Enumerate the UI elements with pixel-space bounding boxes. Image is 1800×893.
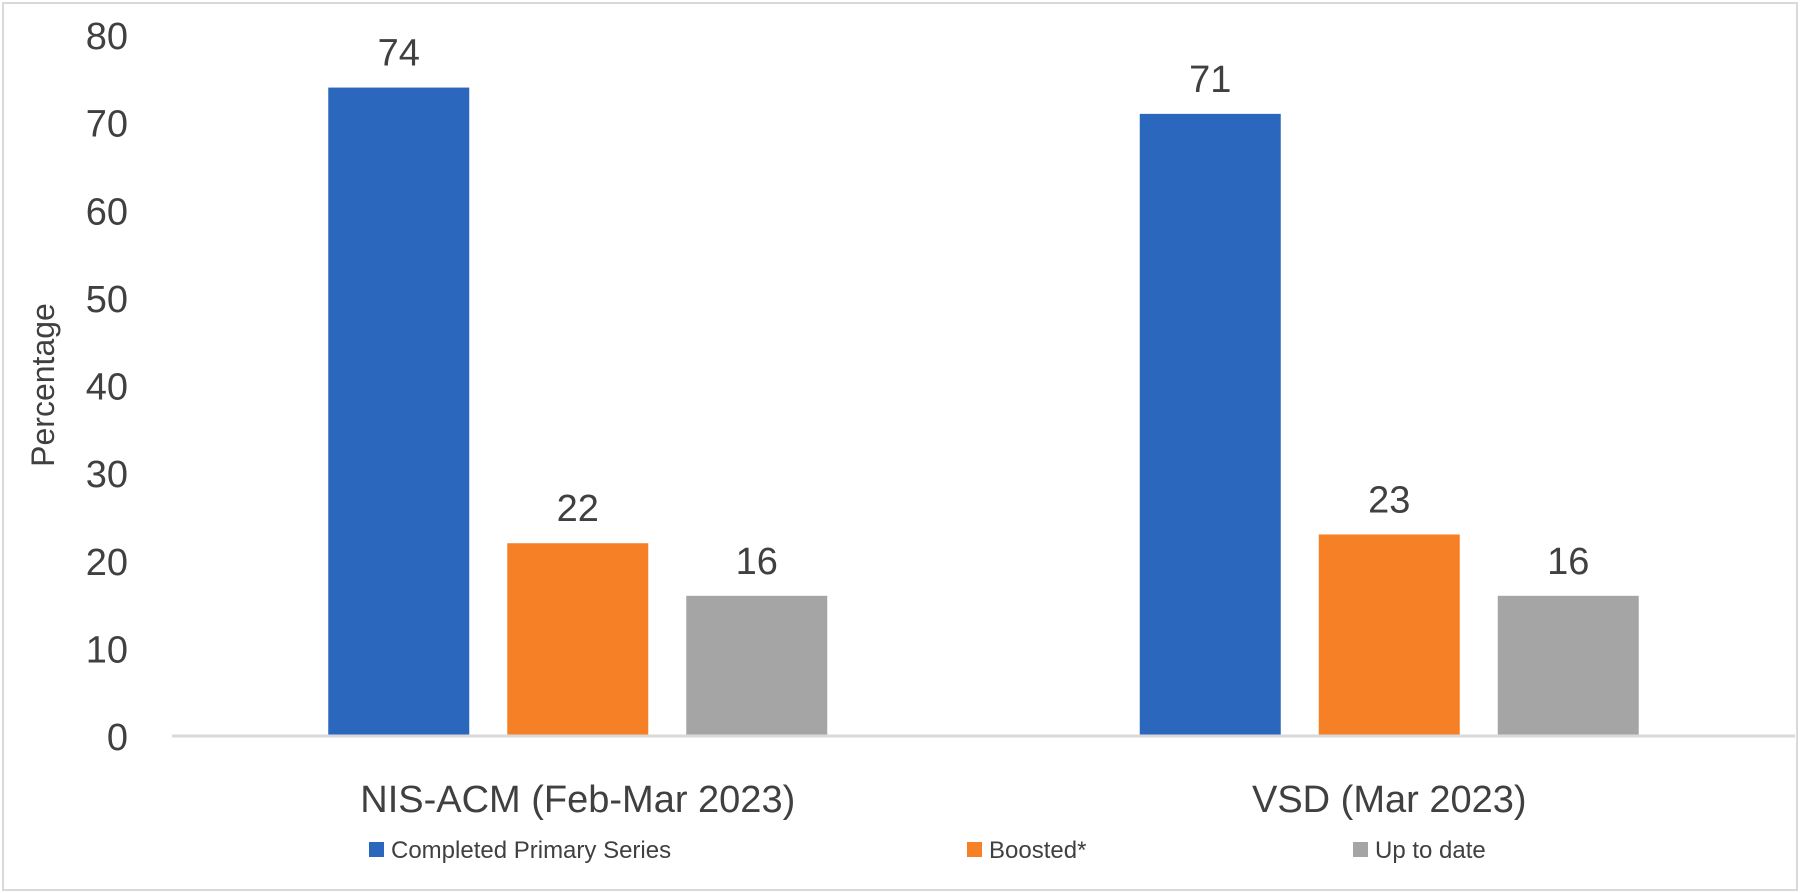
y-tick-label: 20 — [86, 542, 128, 584]
y-tick-label: 10 — [86, 629, 128, 671]
data-label: 74 — [378, 33, 420, 75]
data-label: 22 — [557, 488, 599, 530]
category-label: VSD (Mar 2023) — [1252, 779, 1527, 821]
y-tick-label: 0 — [107, 717, 128, 759]
legend: Completed Primary Series Boosted* Up to da… — [369, 837, 1486, 864]
bar-boosted — [507, 543, 649, 736]
bar-completed-primary-series — [328, 87, 470, 736]
y-tick-label: 40 — [86, 367, 128, 409]
legend-swatch — [1353, 842, 1368, 857]
data-label: 71 — [1189, 59, 1231, 101]
bar-boosted — [1318, 534, 1460, 736]
legend-swatch — [369, 842, 384, 857]
y-tick-label: 80 — [86, 16, 128, 58]
bars: 74 22 16 71 23 16 — [328, 33, 1639, 737]
legend-label: Completed Primary Series — [391, 837, 671, 864]
legend-label: Boosted* — [989, 837, 1086, 864]
y-tick-label: 50 — [86, 279, 128, 321]
y-tick-label: 60 — [86, 191, 128, 233]
data-label: 16 — [1547, 541, 1589, 583]
data-label: 16 — [736, 541, 778, 583]
bar-completed-primary-series — [1139, 113, 1281, 737]
y-tick-label: 70 — [86, 104, 128, 146]
category-labels: NIS-ACM (Feb-Mar 2023) VSD (Mar 2023) — [360, 779, 1526, 821]
bar-up-to-date — [686, 595, 828, 736]
legend-label: Up to date — [1375, 837, 1486, 864]
data-label: 23 — [1368, 479, 1410, 521]
bar-up-to-date — [1497, 595, 1639, 736]
legend-swatch — [967, 842, 982, 857]
y-tick-label: 30 — [86, 454, 128, 496]
category-label: NIS-ACM (Feb-Mar 2023) — [360, 779, 795, 821]
y-axis-label: Percentage — [25, 303, 61, 467]
y-axis-ticks: 0 10 20 30 40 50 60 70 80 — [86, 16, 128, 759]
